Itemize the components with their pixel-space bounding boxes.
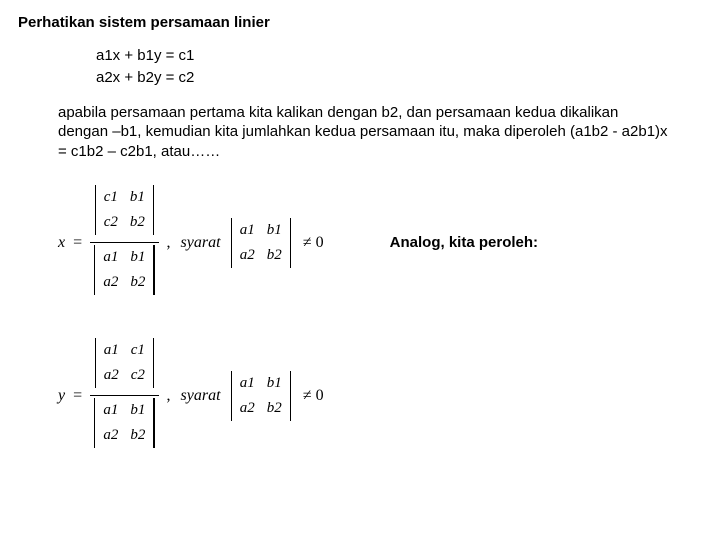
det-cell: b1 — [130, 189, 145, 206]
formula-y-row: y = a1 c1 a2 c2 — [58, 336, 702, 455]
equals-sign: = — [73, 234, 82, 252]
not-equal-zero: ≠ 0 — [303, 387, 324, 405]
y-cond-determinant: a1 b1 a2 b2 — [231, 371, 291, 421]
analog-text: Analog, kita peroleh: — [390, 234, 538, 251]
syarat-label: syarat — [181, 387, 221, 405]
det-cell: a1 — [240, 375, 255, 392]
not-equal-zero: ≠ 0 — [303, 234, 324, 252]
det-cell: b1 — [130, 402, 145, 419]
det-cell: a2 — [104, 367, 119, 384]
system-equations: a1x + b1y = c1 a2x + b2y = c2 — [96, 45, 702, 89]
x-lhs: x — [58, 234, 65, 252]
x-den-determinant: a1 b1 a2 b2 — [94, 245, 154, 295]
x-cond-determinant: a1 b1 a2 b2 — [231, 218, 291, 268]
det-cell: b1 — [267, 222, 282, 239]
det-cell: c1 — [104, 189, 118, 206]
det-cell: a1 — [104, 342, 119, 359]
syarat-label: syarat — [181, 234, 221, 252]
det-cell: a1 — [103, 249, 118, 266]
formula-x-row: x = c1 b1 c2 b2 — [58, 183, 702, 302]
equation-1: a1x + b1y = c1 — [96, 45, 702, 67]
y-num-determinant: a1 c1 a2 c2 — [95, 338, 155, 388]
det-cell: b2 — [130, 214, 145, 231]
det-cell: b1 — [130, 249, 145, 266]
x-fraction: c1 b1 c2 b2 a1 b1 a2 b2 — [90, 183, 158, 302]
x-num-determinant: c1 b1 c2 b2 — [95, 185, 155, 235]
y-lhs: y — [58, 387, 65, 405]
equals-sign: = — [73, 387, 82, 405]
det-cell: b2 — [267, 247, 282, 264]
y-fraction: a1 c1 a2 c2 a1 b1 a2 b2 — [90, 336, 158, 455]
det-cell: b2 — [130, 427, 145, 444]
comma: , — [167, 234, 171, 252]
formula-y: y = a1 c1 a2 c2 — [58, 336, 324, 455]
explanation-text: apabila persamaan pertama kita kalikan d… — [58, 103, 672, 162]
det-cell: a2 — [240, 400, 255, 417]
det-cell: c1 — [131, 342, 145, 359]
det-cell: a2 — [103, 427, 118, 444]
equation-2: a2x + b2y = c2 — [96, 67, 702, 89]
det-cell: b1 — [267, 375, 282, 392]
comma: , — [167, 387, 171, 405]
page-title: Perhatikan sistem persamaan linier — [18, 14, 702, 31]
det-cell: b2 — [130, 274, 145, 291]
det-cell: c2 — [131, 367, 145, 384]
det-cell: c2 — [104, 214, 118, 231]
det-cell: a1 — [103, 402, 118, 419]
det-cell: a2 — [240, 247, 255, 264]
y-den-determinant: a1 b1 a2 b2 — [94, 398, 154, 448]
formula-x: x = c1 b1 c2 b2 — [58, 183, 324, 302]
det-cell: b2 — [267, 400, 282, 417]
det-cell: a1 — [240, 222, 255, 239]
det-cell: a2 — [103, 274, 118, 291]
